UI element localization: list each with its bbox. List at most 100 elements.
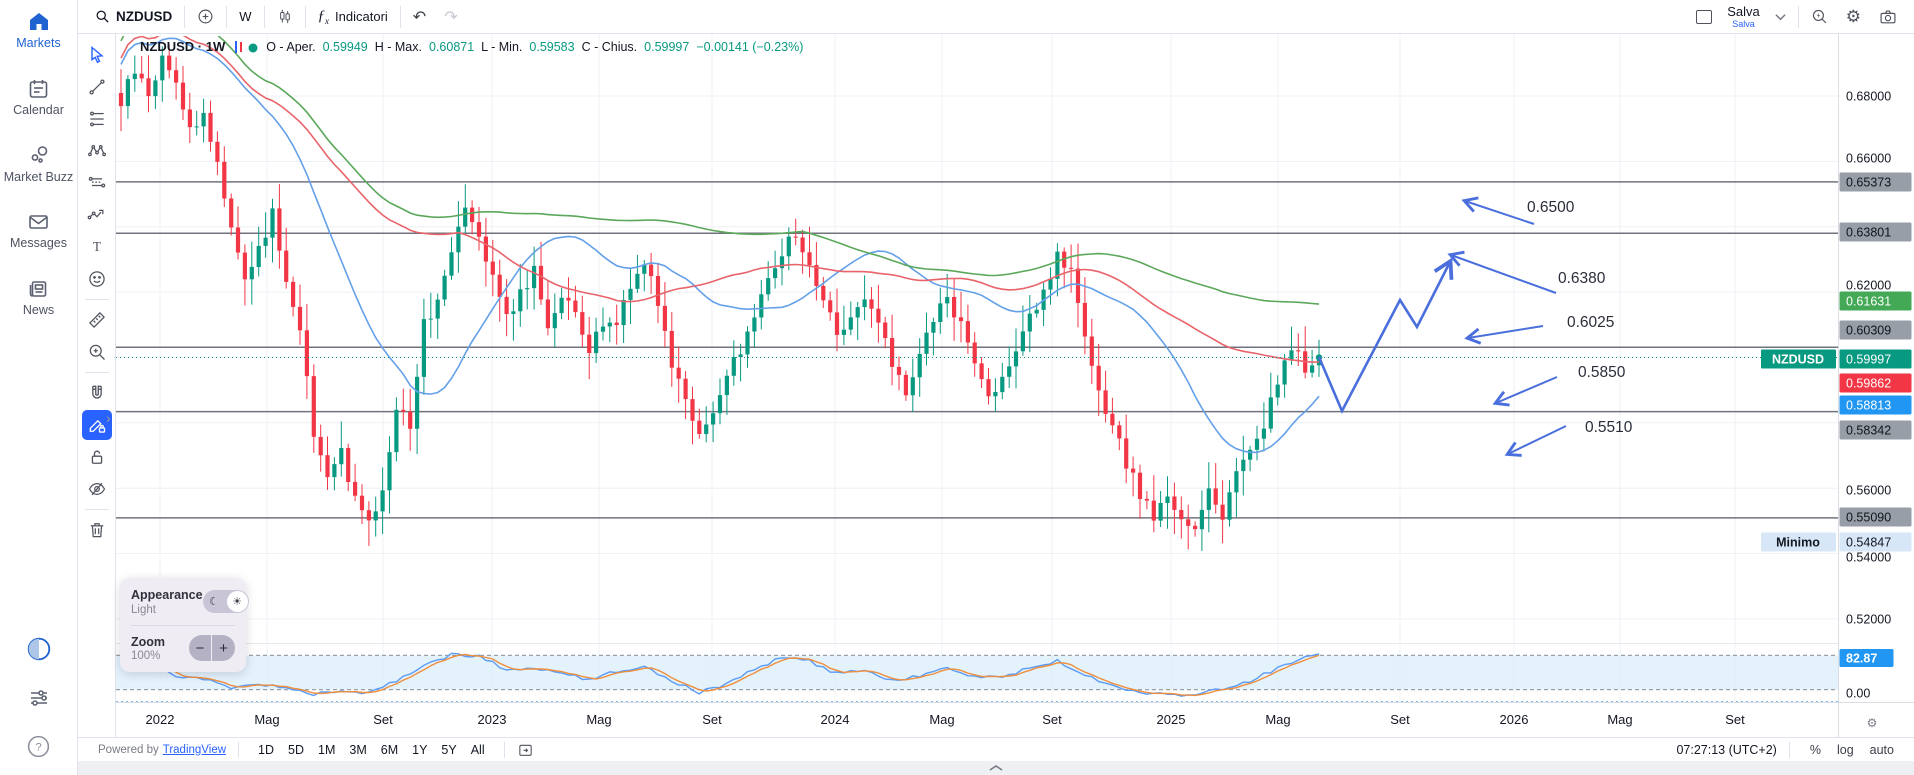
- price-chart[interactable]: 0.65000.63800.60250.58500.55100.680000.6…: [116, 34, 1914, 737]
- settings-sliders-icon[interactable]: [27, 686, 51, 710]
- toolbar-divider: [1797, 5, 1799, 28]
- magnet-icon: [91, 385, 102, 399]
- zoom-out-button[interactable]: −: [189, 635, 212, 662]
- range-all-button[interactable]: All: [470, 742, 485, 757]
- padlock-icon: [91, 450, 102, 464]
- sidebar-item-messages[interactable]: Messages: [2, 210, 76, 251]
- plus-circle-icon: [198, 9, 213, 24]
- zoom-in-tool-button[interactable]: [82, 337, 112, 367]
- chart-settings-button[interactable]: ⚙: [1837, 3, 1870, 31]
- horizontal-level-lines[interactable]: [116, 181, 1838, 519]
- range-1y-button[interactable]: 1Y: [412, 742, 428, 757]
- snapshot-button[interactable]: [1870, 3, 1906, 31]
- elliott-wave-tool-button[interactable]: [82, 200, 112, 230]
- chart-style-button[interactable]: [268, 3, 302, 31]
- osc-d-line[interactable]: [120, 653, 1320, 697]
- legend-close-value: 0.59997: [644, 39, 690, 54]
- annotation-arrow[interactable]: [1461, 196, 1535, 225]
- emoji-tool-button[interactable]: [82, 264, 112, 294]
- ma-mid-line[interactable]: [120, 34, 1320, 363]
- save-menu-button[interactable]: [1766, 3, 1795, 31]
- pattern-tool-button[interactable]: [82, 136, 112, 166]
- svg-text:0.68000: 0.68000: [1846, 90, 1891, 104]
- sidebar-item-news[interactable]: News: [2, 277, 76, 318]
- hide-drawings-button[interactable]: [82, 474, 112, 504]
- fib-tool-button[interactable]: [82, 104, 112, 134]
- save-label: Salva: [1727, 3, 1760, 19]
- cursor-tool-button[interactable]: [82, 40, 112, 70]
- magnet-tool-button[interactable]: [82, 378, 112, 408]
- watchlist-expand-handle[interactable]: ›: [106, 410, 111, 426]
- indicators-button[interactable]: ƒx Indicatori: [309, 3, 397, 31]
- trend-line-tool-button[interactable]: [82, 72, 112, 102]
- help-icon[interactable]: ?: [26, 734, 51, 759]
- tradingview-link[interactable]: TradingView: [162, 743, 227, 756]
- position-tool-button[interactable]: [82, 168, 112, 198]
- compare-add-button[interactable]: [188, 3, 223, 31]
- contrast-icon[interactable]: [26, 636, 52, 662]
- drawing-toolbar: T: [78, 34, 116, 737]
- ma-fast-line[interactable]: [120, 37, 1320, 454]
- sidebar-item-market-buzz[interactable]: Market Buzz: [2, 144, 76, 185]
- legend-close-label: C - Chius.: [581, 39, 638, 54]
- price-axis[interactable]: 0.68000 0.66000 0.62000 0.56000 0.54000 0.520…: [116, 34, 1914, 737]
- symbol-search-button[interactable]: NZDUSD: [86, 3, 181, 31]
- redo-button[interactable]: ↷: [435, 3, 466, 31]
- layout-select-button[interactable]: [1687, 3, 1721, 31]
- chevron-up-icon[interactable]: [988, 764, 1004, 772]
- log-scale-button[interactable]: log: [1836, 742, 1854, 757]
- save-button[interactable]: Salva Salva: [1721, 5, 1766, 29]
- svg-text:Set: Set: [373, 712, 393, 727]
- annotation-arrow[interactable]: [1492, 376, 1558, 407]
- auto-scale-button[interactable]: auto: [1869, 742, 1894, 757]
- text-tool-button[interactable]: T: [82, 232, 112, 262]
- appearance-setting: Appearance Light: [131, 588, 203, 616]
- session-clock[interactable]: 07:27:13 (UTC+2): [1676, 742, 1777, 757]
- toolbar-divider: [304, 5, 306, 28]
- bottom-strip: [78, 761, 1914, 775]
- range-1m-button[interactable]: 1M: [318, 742, 336, 757]
- quick-search-button[interactable]: [1802, 3, 1837, 31]
- range-5y-button[interactable]: 5Y: [441, 742, 457, 757]
- range-5d-button[interactable]: 5D: [288, 742, 304, 757]
- range-3m-button[interactable]: 3M: [349, 742, 367, 757]
- svg-text:0.58813: 0.58813: [1846, 399, 1891, 413]
- svg-text:?: ?: [35, 742, 41, 754]
- svg-text:Set: Set: [1725, 712, 1745, 727]
- range-6m-button[interactable]: 6M: [380, 742, 399, 757]
- camera-icon: [1880, 9, 1896, 23]
- svg-text:Mag: Mag: [1607, 712, 1632, 727]
- percent-scale-button[interactable]: %: [1809, 742, 1821, 757]
- main-column: NZDUSD W ƒx Indicatori ↶ ↷: [78, 0, 1914, 775]
- theme-toggle[interactable]: ☾ ☀: [202, 590, 249, 614]
- go-to-date-icon[interactable]: [517, 742, 534, 758]
- annotation-arrow[interactable]: [1464, 325, 1544, 345]
- redo-icon: ↷: [444, 8, 458, 26]
- chart-area: NZDUSD · 1W O - Aper. 0.59949 H - Max. 0.6…: [106, 34, 1914, 737]
- annotation-arrow[interactable]: [1504, 425, 1567, 457]
- zoom-in-button[interactable]: +: [212, 635, 235, 662]
- sidebar-item-markets[interactable]: Markets: [2, 10, 76, 51]
- svg-text:0.63801: 0.63801: [1846, 226, 1891, 240]
- remove-drawings-button[interactable]: [82, 515, 112, 545]
- fib-lines-icon: [89, 111, 104, 127]
- oscillator-pane[interactable]: [116, 643, 1838, 702]
- sidebar-item-label: Messages: [10, 236, 67, 251]
- time-axis[interactable]: 2022 Mag Set 2023 Mag Set 2024 Mag Set 2025 Mag Set…: [146, 712, 1878, 730]
- zoom-setting: Zoom 100%: [131, 635, 165, 663]
- annotation-arrow[interactable]: [1447, 250, 1557, 294]
- ma-slow-line[interactable]: [120, 34, 1320, 305]
- interval-button[interactable]: W: [230, 3, 260, 31]
- drawing-mode-lock-button[interactable]: [81, 410, 112, 440]
- drawing-annotations[interactable]: 0.6500 0.6380 0.6025 0.5850 0.5510: [1317, 196, 1633, 457]
- projection-zigzag[interactable]: [1317, 257, 1454, 415]
- sidebar-item-calendar[interactable]: Calendar: [2, 77, 76, 118]
- range-1d-button[interactable]: 1D: [258, 742, 275, 757]
- sidebar-item-label: Calendar: [13, 102, 64, 117]
- measure-tool-button[interactable]: [82, 305, 112, 335]
- undo-button[interactable]: ↶: [404, 3, 435, 31]
- annotation-price-label: 0.5850: [1578, 364, 1626, 381]
- svg-text:0.54847: 0.54847: [1846, 536, 1891, 550]
- lock-all-button[interactable]: [82, 442, 112, 472]
- oscillator-value-badge: [1839, 649, 1894, 667]
